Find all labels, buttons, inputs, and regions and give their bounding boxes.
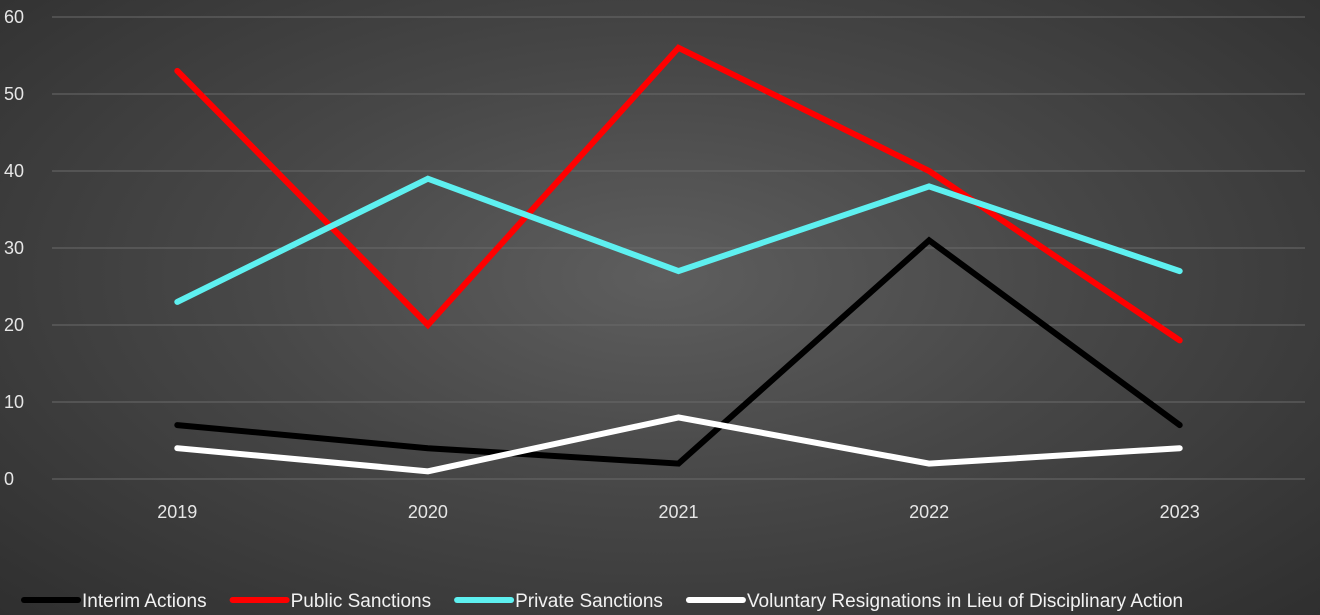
y-tick-label: 60: [4, 7, 24, 27]
x-tick-label: 2022: [909, 502, 949, 522]
series-line-3: [174, 175, 1183, 305]
y-tick-label: 20: [4, 315, 24, 335]
series-lines: [174, 44, 1183, 475]
x-tick-label: 2020: [408, 502, 448, 522]
y-tick-label: 30: [4, 238, 24, 258]
series-line-1: [174, 236, 1183, 467]
y-tick-label: 0: [4, 469, 14, 489]
legend-label-3: Private Sanctions: [515, 591, 663, 612]
y-tick-label: 10: [4, 392, 24, 412]
y-axis-ticks: 0 10 20 30 40 50 60: [4, 7, 24, 489]
y-tick-label: 40: [4, 161, 24, 181]
legend-label-1: Interim Actions: [82, 591, 207, 612]
legend: Interim Actions Public Sanctions Private S…: [21, 591, 1183, 612]
legend-label-2: Public Sanctions: [291, 591, 431, 612]
y-tick-label: 50: [4, 84, 24, 104]
gridlines: [52, 16, 1305, 480]
x-tick-label: 2023: [1160, 502, 1200, 522]
series-line-2: [174, 44, 1183, 344]
x-tick-label: 2019: [157, 502, 197, 522]
x-axis-ticks: 2019 2020 2021 2022 2023: [157, 502, 1199, 522]
series-line-4: [174, 414, 1183, 475]
legend-label-4: Voluntary Resignations in Lieu of Discip…: [747, 591, 1183, 612]
x-tick-label: 2021: [658, 502, 698, 522]
